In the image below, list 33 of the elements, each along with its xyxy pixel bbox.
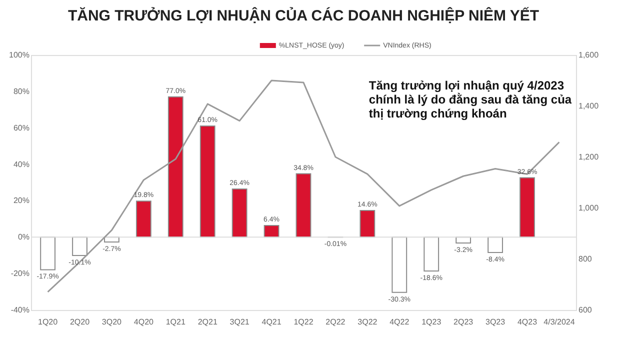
y2-tick-label: 800 xyxy=(578,254,592,264)
x-tick-label: 1Q22 xyxy=(294,318,314,326)
x-tick-label: 2Q23 xyxy=(454,318,474,326)
y2-tick-label: 600 xyxy=(578,306,592,314)
x-tick-label: 3Q22 xyxy=(358,318,378,326)
annotation: Tăng trưởng lợi nhuận quý 4/2023 chính là lý do đằng sau đà tăng của thị trường chứng khoán xyxy=(368,78,572,120)
y2-tick-label: 1,000 xyxy=(578,204,600,212)
x-tick-label: 1Q23 xyxy=(422,318,442,326)
x-tick-label: 4/3/2024 xyxy=(544,318,576,326)
x-tick-label: 4Q22 xyxy=(390,318,410,326)
y-tick-label: 80% xyxy=(13,86,30,96)
x-tick-label: 4Q23 xyxy=(517,318,538,326)
y-tick-label: 60% xyxy=(13,123,30,132)
y2-tick-label: 1,400 xyxy=(578,102,600,110)
x-tick-label: 4Q21 xyxy=(262,318,282,326)
x-tick-label: 2Q21 xyxy=(198,318,218,326)
chart-title: TĂNG TRƯỞNG LỢI NHUẬN CỦA CÁC DOANH NGHIỆP NIÊM YẾT xyxy=(68,6,540,24)
x-tick-label: 3Q21 xyxy=(230,318,250,326)
x-tick-label: 1Q21 xyxy=(166,318,186,326)
y-tick-label: -20% xyxy=(10,269,30,278)
x-tick-label: 2Q20 xyxy=(70,318,90,326)
y2-tick-label: 1,600 xyxy=(578,50,600,60)
x-tick-label: 1Q20 xyxy=(38,318,58,326)
y-tick-label: 40% xyxy=(13,160,30,169)
x-tick-label: 4Q20 xyxy=(134,318,154,326)
y-tick-label: 100% xyxy=(9,50,30,60)
x-tick-label: 3Q23 xyxy=(486,318,506,326)
y-tick-label: 20% xyxy=(13,196,30,206)
y2-tick-label: 1,200 xyxy=(578,152,600,162)
y-tick-label: -40% xyxy=(10,306,30,314)
x-tick-label: 3Q20 xyxy=(102,318,122,326)
x-tick-label: 2Q22 xyxy=(326,318,346,326)
y-tick-label: 0% xyxy=(18,232,30,242)
